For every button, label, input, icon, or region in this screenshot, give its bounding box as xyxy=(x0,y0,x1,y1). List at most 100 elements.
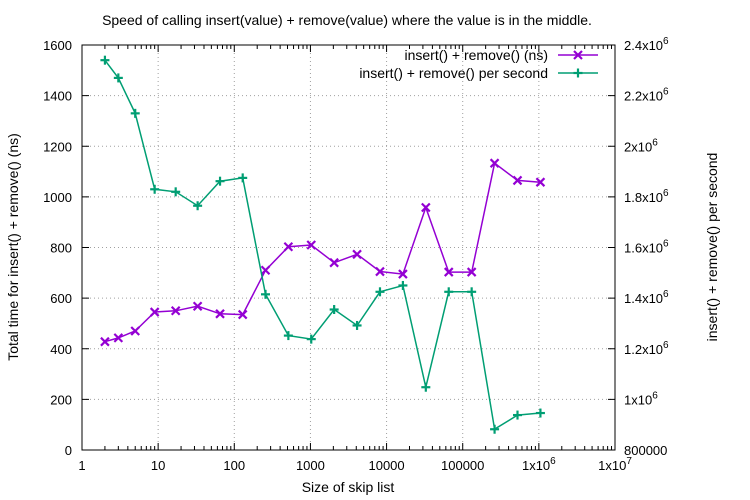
y2-tick-label: 2.4x106 xyxy=(624,36,669,53)
data-point xyxy=(573,50,583,60)
data-point xyxy=(535,177,546,187)
marker-stroke xyxy=(260,265,271,276)
data-point xyxy=(512,175,523,186)
y-axis-label: Total time for insert() + remove() (ns) xyxy=(5,133,21,361)
y-tick-label: 0 xyxy=(65,443,72,458)
data-point xyxy=(329,305,339,315)
marker-stroke xyxy=(375,266,385,277)
data-point xyxy=(467,287,477,297)
marker-stroke xyxy=(237,309,248,320)
x-tick-label: 10000 xyxy=(368,458,404,473)
marker-stroke xyxy=(352,249,362,260)
data-point xyxy=(113,73,123,83)
x-axis: 1 10 100 1000 10000 100000 1x106 1x107 xyxy=(78,45,632,473)
series-line xyxy=(104,59,541,431)
data-point xyxy=(306,334,316,344)
marker-stroke xyxy=(215,309,225,319)
marker-stroke xyxy=(192,301,203,312)
y2-tick-label: 1.6x106 xyxy=(624,239,669,256)
marker-stroke xyxy=(113,333,124,343)
data-point xyxy=(329,257,339,268)
legend-label: insert() + remove() (ns) xyxy=(404,47,548,63)
data-point xyxy=(283,241,294,252)
y2-tick-label: 1.4x106 xyxy=(624,289,669,306)
series-layer xyxy=(100,55,546,434)
y-tick-label: 1000 xyxy=(43,190,72,205)
y2-tick-label: 1x106 xyxy=(624,390,658,407)
x-tick-label: 1000 xyxy=(296,458,325,473)
data-point xyxy=(215,176,225,186)
data-point xyxy=(192,301,203,312)
data-point xyxy=(283,331,293,341)
data-point xyxy=(466,267,477,277)
marker-stroke xyxy=(100,336,110,347)
legend: insert() + remove() (ns) insert() + remov… xyxy=(359,47,598,81)
data-point xyxy=(238,173,248,183)
y2-axis-label: insert() + remove() per second xyxy=(704,153,720,342)
data-point xyxy=(398,280,408,290)
marker-stroke xyxy=(535,177,546,187)
data-point xyxy=(260,289,270,299)
y-tick-label: 200 xyxy=(50,392,72,407)
y-tick-label: 1200 xyxy=(43,139,72,154)
marker-stroke xyxy=(306,240,317,250)
marker-stroke xyxy=(398,269,408,279)
data-point xyxy=(375,287,385,297)
data-point xyxy=(375,266,385,277)
data-point xyxy=(421,202,431,213)
data-point xyxy=(193,201,203,211)
y-tick-label: 400 xyxy=(50,342,72,357)
marker-stroke xyxy=(130,326,140,336)
marker-stroke xyxy=(443,267,454,277)
y-axis-right: 800000 1x106 1.2x106 1.4x106 1.6x106 1.8x106 2… xyxy=(608,36,669,458)
data-point xyxy=(535,408,545,418)
plot-frame xyxy=(81,44,616,451)
marker-stroke xyxy=(421,202,431,213)
data-point xyxy=(260,265,271,276)
marker-stroke xyxy=(149,307,160,317)
x-tick-label: 1x106 xyxy=(522,456,556,473)
x-tick-label: 10 xyxy=(151,458,165,473)
y-tick-label: 1400 xyxy=(43,89,72,104)
data-point xyxy=(573,68,583,78)
data-point xyxy=(170,306,181,316)
data-point xyxy=(149,307,160,317)
data-point xyxy=(100,55,110,65)
marker-stroke xyxy=(329,257,339,268)
y-tick-label: 1600 xyxy=(43,38,72,53)
data-point xyxy=(100,336,110,347)
data-point xyxy=(513,410,523,420)
y2-tick-label: 2.2x106 xyxy=(624,87,669,104)
marker-stroke xyxy=(466,267,477,277)
y2-tick-label: 1.8x106 xyxy=(624,188,669,205)
marker-stroke xyxy=(489,158,500,168)
data-point xyxy=(444,287,454,297)
y2-tick-label: 1.2x106 xyxy=(624,340,669,357)
data-point xyxy=(130,326,140,336)
data-point xyxy=(150,184,160,194)
data-point xyxy=(171,187,181,197)
y-axis-left: 0 200 400 600 800 1000 1200 1400 1600 xyxy=(43,38,89,458)
marker-stroke xyxy=(283,241,294,252)
data-point xyxy=(443,267,454,277)
x-tick-label: 1 xyxy=(78,458,85,473)
data-point xyxy=(237,309,248,320)
legend-label: insert() + remove() per second xyxy=(359,65,548,81)
x-tick-label: 1x107 xyxy=(598,456,632,473)
gridlines xyxy=(82,45,615,450)
x-tick-label: 100000 xyxy=(441,458,484,473)
marker-stroke xyxy=(573,50,583,60)
data-point xyxy=(490,424,500,434)
data-point xyxy=(113,333,124,343)
data-point xyxy=(489,158,500,168)
marker-stroke xyxy=(170,306,181,316)
data-point xyxy=(130,108,140,118)
data-point xyxy=(306,240,317,250)
y2-tick-label: 2x106 xyxy=(624,137,658,154)
x-tick-label: 100 xyxy=(223,458,245,473)
chart-title: Speed of calling insert(value) + remove(… xyxy=(102,12,592,28)
data-point xyxy=(352,320,362,330)
marker-stroke xyxy=(512,175,523,186)
data-point xyxy=(352,249,362,260)
